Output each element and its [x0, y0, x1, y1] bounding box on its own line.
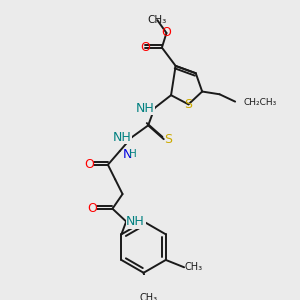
Text: O: O — [161, 26, 171, 40]
Text: S: S — [164, 133, 172, 146]
Text: O: O — [140, 41, 150, 54]
Text: H: H — [129, 149, 137, 159]
Text: CH₃: CH₃ — [148, 15, 167, 25]
Text: CH₂CH₃: CH₂CH₃ — [243, 98, 277, 107]
Text: NH: NH — [113, 131, 132, 144]
Text: S: S — [184, 98, 192, 111]
Text: O: O — [87, 202, 97, 215]
Text: NH: NH — [136, 101, 154, 115]
Text: O: O — [84, 158, 94, 171]
Text: CH₃: CH₃ — [139, 293, 157, 300]
Text: CH₃: CH₃ — [184, 262, 202, 272]
Text: N: N — [122, 148, 132, 161]
Text: NH: NH — [126, 215, 145, 228]
